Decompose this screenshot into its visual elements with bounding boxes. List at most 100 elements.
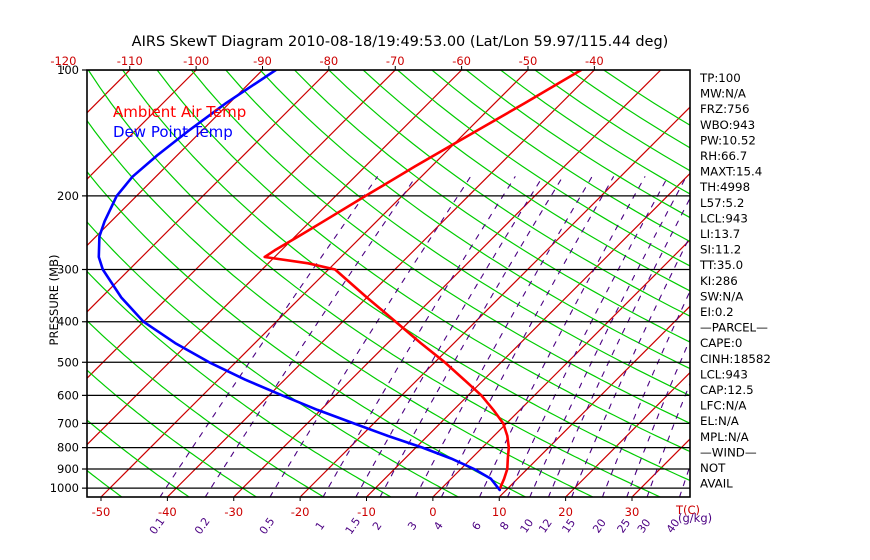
bottom-temp-tick-label: -10 <box>357 505 376 519</box>
dry-adiabat-line <box>87 270 392 497</box>
parameter-readout: FRZ:756 <box>700 102 750 116</box>
mixing-ratio-line <box>440 176 615 497</box>
isotherm-line <box>87 70 330 313</box>
bottom-temp-tick-label: -30 <box>224 505 243 519</box>
mixing-ratio-line <box>414 176 593 497</box>
bottom-temp-tick-label: -20 <box>291 505 310 519</box>
x-axis-mixing-label: (g/kg) <box>678 511 712 525</box>
mixing-ratio-tick-label: 25 <box>615 517 634 536</box>
mixing-ratio-line <box>646 382 690 497</box>
parameter-readout: MAXT:15.4 <box>700 165 762 179</box>
parameter-readout: CAP:12.5 <box>700 383 754 397</box>
y-axis-label: PRESSURE (MB) <box>47 255 61 346</box>
dry-adiabat-line <box>499 70 690 195</box>
dry-adiabat-line <box>259 70 690 370</box>
parameter-readout: EI:0.2 <box>700 305 734 319</box>
dry-adiabat-line <box>87 419 190 497</box>
top-axis-tick-label: -120 <box>50 54 76 68</box>
bottom-temp-tick-label: 30 <box>625 505 640 519</box>
parameter-readout: MPL:N/A <box>700 430 749 444</box>
parameter-readout: —PARCEL— <box>700 321 768 335</box>
parameter-readout: NOT <box>700 461 726 475</box>
parameter-readout: LI:13.7 <box>700 227 740 241</box>
mixing-ratio-tick-label: 1 <box>313 519 328 532</box>
isotherm-line <box>233 70 662 497</box>
parameter-readout: LFC:N/A <box>700 399 746 413</box>
pressure-tick-label: 500 <box>57 355 79 369</box>
page-title: AIRS SkewT Diagram 2010-08-18/19:49:53.0… <box>132 34 669 50</box>
pressure-tick-label: 1000 <box>50 481 79 495</box>
top-axis-tick-label: -100 <box>183 54 209 68</box>
isotherm-line <box>498 305 690 497</box>
parameter-readout: TH:4998 <box>699 180 750 194</box>
parameter-readout: LCL:943 <box>700 367 748 381</box>
parameter-readout: LCL:943 <box>700 211 748 225</box>
parameter-readout: TP:100 <box>699 71 741 85</box>
parameter-readout: SI:11.2 <box>700 243 741 257</box>
bottom-temp-tick-label: -40 <box>158 505 177 519</box>
mixing-ratio-tick-label: 12 <box>536 517 555 536</box>
pressure-tick-label: 200 <box>57 189 79 203</box>
dew-point-curve <box>97 70 501 492</box>
mixing-ratio-tick-label: 0.2 <box>192 515 213 537</box>
mixing-ratio-tick-label: 15 <box>559 517 578 536</box>
bottom-temp-tick-label: -50 <box>92 505 111 519</box>
isotherm-line <box>87 70 463 446</box>
parameter-readout: AVAIL <box>700 477 733 491</box>
mixing-ratio-tick-label: 0.5 <box>257 515 278 537</box>
mixing-ratio-line <box>571 235 690 497</box>
top-axis-tick-label: -40 <box>585 54 604 68</box>
parameter-readout: TT:35.0 <box>699 258 743 272</box>
top-axis-tick-label: -60 <box>452 54 471 68</box>
parameter-readout: MW:N/A <box>700 87 746 101</box>
pressure-tick-label: 100 <box>57 63 79 77</box>
parameter-readout: SW:N/A <box>700 289 743 303</box>
pressure-tick-label: 900 <box>57 462 79 476</box>
pressure-tick-label: 400 <box>57 315 79 329</box>
legend-dewpoint-label: Dew Point Temp <box>113 123 233 141</box>
bottom-temp-tick-label: 20 <box>558 505 573 519</box>
isotherm-line <box>87 70 131 114</box>
mixing-ratio-line <box>322 176 516 497</box>
pressure-tick-label: 300 <box>57 263 79 277</box>
dry-adiabat-line <box>190 70 690 424</box>
dry-adiabat-line <box>430 70 690 243</box>
parameter-readout: PW:10.52 <box>700 133 756 147</box>
mixing-ratio-line <box>379 176 564 497</box>
pressure-tick-label: 700 <box>57 416 79 430</box>
dry-adiabat-line <box>362 70 690 292</box>
dry-adiabat-line <box>87 119 594 497</box>
mixing-ratio-tick-label: 3 <box>405 519 420 532</box>
mixing-ratio-line <box>204 176 417 497</box>
pressure-tick-label: 600 <box>57 388 79 402</box>
mixing-ratio-line <box>159 176 378 497</box>
top-axis-tick-label: -70 <box>386 54 405 68</box>
isotherm-line <box>432 239 690 497</box>
top-axis-tick-label: -110 <box>117 54 143 68</box>
parameter-readout: CINH:18582 <box>700 352 771 366</box>
mixing-ratio-tick-label: 10 <box>518 517 537 536</box>
top-axis-tick-label: -50 <box>519 54 538 68</box>
isotherm-line <box>299 106 690 497</box>
dry-adiabat-line <box>156 70 690 453</box>
mixing-ratio-line <box>355 176 544 497</box>
mixing-ratio-line <box>269 176 472 497</box>
mixing-ratio-line <box>547 197 690 497</box>
pressure-tick-label: 800 <box>57 441 79 455</box>
bottom-temp-tick-label: 0 <box>429 505 436 519</box>
dry-adiabat-line <box>327 70 690 317</box>
bottom-temp-tick-label: 10 <box>492 505 507 519</box>
mixing-ratio-tick-label: 8 <box>497 519 512 532</box>
mixing-ratio-tick-label: 6 <box>469 519 484 532</box>
plot-frame <box>86 69 691 498</box>
isotherm-line <box>87 70 197 180</box>
dry-adiabat-line <box>225 70 690 397</box>
parameter-readout: —WIND— <box>700 445 757 459</box>
ambient-temp-curve <box>263 70 583 492</box>
parameter-readout: L57:5.2 <box>700 196 744 210</box>
isotherm-line <box>87 70 396 380</box>
mixing-ratio-line <box>529 176 687 497</box>
legend-ambient-label: Ambient Air Temp <box>113 103 246 121</box>
